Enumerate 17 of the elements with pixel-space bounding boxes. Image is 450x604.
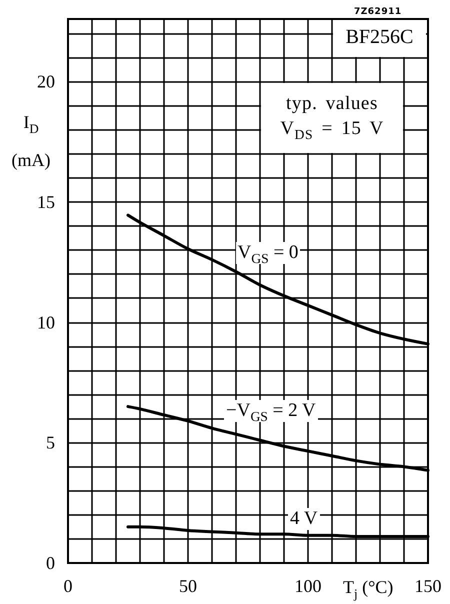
x-axis-title: T$_{j}$ (°C) xyxy=(343,576,394,600)
x-tick-label: 50 xyxy=(179,576,197,596)
y-tick-label: 10 xyxy=(37,312,55,332)
x-tick-label: 0 xyxy=(64,576,72,596)
annotation: BF256C xyxy=(333,20,426,56)
y-tick-label: 15 xyxy=(37,192,55,212)
series-label: 4 V xyxy=(288,508,320,530)
y-axis-title: I$_{D}$ (mA) xyxy=(10,110,52,172)
series-label: −V$_{GS}$ = 2 V xyxy=(224,400,318,424)
x-tick-label: 150 xyxy=(414,576,442,596)
y-tick-label: 5 xyxy=(46,432,55,453)
series-label: V$_{GS}$ = 0 xyxy=(236,242,300,266)
y-tick-label: 0 xyxy=(46,553,55,573)
annotation: typ. values V$_{DS}$ = 15 V xyxy=(261,82,403,153)
text: 7Z62911 xyxy=(354,7,402,18)
y-tick-label: 20 xyxy=(37,72,55,92)
x-tick-label: 100 xyxy=(294,576,322,596)
